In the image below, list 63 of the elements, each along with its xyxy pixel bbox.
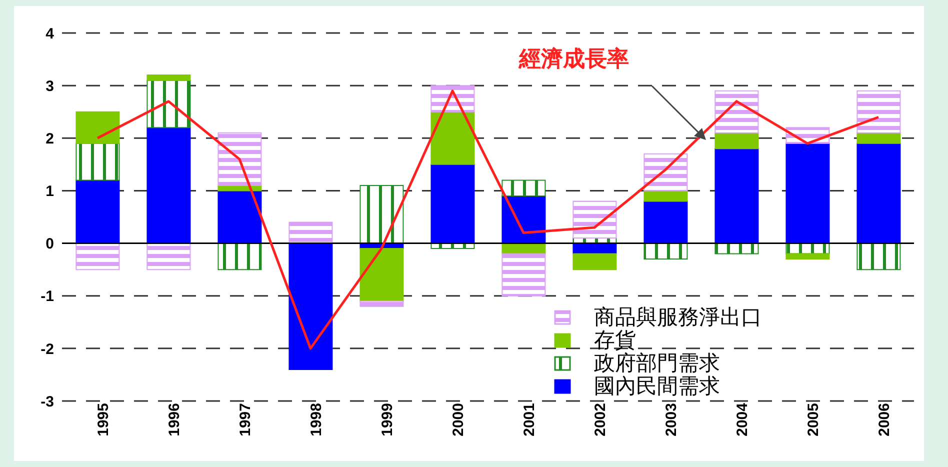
y-tick-label: 1 xyxy=(46,183,54,200)
bar xyxy=(502,253,546,296)
bar xyxy=(430,164,475,244)
legend-label: 國內民間需求 xyxy=(594,374,720,398)
y-tick-label: 0 xyxy=(46,236,54,253)
bar xyxy=(218,242,262,270)
bar xyxy=(218,190,262,244)
bar xyxy=(76,111,120,144)
x-tick-label: 2002 xyxy=(592,403,610,436)
bar xyxy=(76,242,120,270)
legend-label: 政府部門需求 xyxy=(594,351,720,375)
bar xyxy=(572,253,617,270)
x-tick-label: 2006 xyxy=(876,403,894,436)
bar xyxy=(430,85,475,112)
x-tick-label: 2001 xyxy=(521,403,538,436)
bar xyxy=(146,242,191,270)
y-tick-label: -3 xyxy=(40,393,54,410)
bar xyxy=(786,142,830,244)
y-tick-label: 3 xyxy=(46,78,54,95)
x-tick-label: 2003 xyxy=(663,403,680,436)
bar xyxy=(502,180,546,196)
x-tick-label: 2005 xyxy=(805,403,822,436)
bar xyxy=(714,148,759,244)
legend-label: 商品與服務淨出口 xyxy=(594,305,762,329)
bar xyxy=(146,80,191,128)
bar xyxy=(644,242,688,260)
x-tick-label: 2000 xyxy=(450,403,468,436)
x-tick-label: 1996 xyxy=(166,403,184,436)
bar xyxy=(714,132,759,150)
bar xyxy=(76,142,120,181)
bar xyxy=(644,200,688,244)
y-tick-label: -1 xyxy=(40,288,54,306)
x-tick-label: 1998 xyxy=(308,403,326,436)
bar xyxy=(288,222,333,244)
bar xyxy=(786,253,830,260)
bar xyxy=(218,132,262,186)
legend-label: 存貨 xyxy=(594,328,636,352)
x-tick-label: 1995 xyxy=(95,403,112,436)
y-tick-label: -2 xyxy=(40,340,54,358)
bar xyxy=(856,242,901,270)
bar xyxy=(714,90,759,134)
x-tick-label: 1999 xyxy=(379,403,396,436)
bar xyxy=(360,248,404,302)
bar xyxy=(856,132,901,144)
y-tick-label: 4 xyxy=(46,25,55,42)
bar xyxy=(288,242,333,370)
bar xyxy=(714,242,759,254)
bar xyxy=(644,153,688,192)
bar xyxy=(856,90,901,134)
line-series xyxy=(96,90,880,350)
bar xyxy=(76,180,120,244)
x-tick-label: 1997 xyxy=(237,403,254,436)
bar xyxy=(856,142,901,244)
bar xyxy=(360,184,404,244)
bar xyxy=(644,190,688,202)
bar xyxy=(360,300,404,307)
y-tick-label: 2 xyxy=(46,130,54,148)
bar xyxy=(146,127,191,244)
bar xyxy=(430,111,475,165)
bar xyxy=(146,74,191,81)
text: 經濟成長率 xyxy=(519,45,629,74)
bar xyxy=(572,200,617,239)
x-tick-label: 2004 xyxy=(734,402,752,436)
